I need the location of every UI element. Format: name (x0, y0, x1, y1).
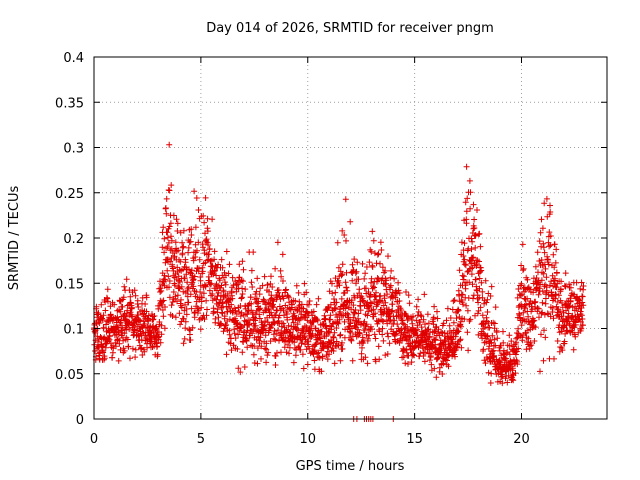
x-axis-label: GPS time / hours (296, 459, 405, 474)
y-tick-label: 0.35 (55, 96, 84, 111)
y-axis-label: SRMTID / TECUs (7, 186, 22, 291)
y-tick-label: 0.25 (55, 187, 84, 202)
y-tick-label: 0.05 (55, 368, 84, 383)
data-points (91, 141, 587, 422)
y-tick-label: 0.4 (63, 51, 84, 66)
x-tick-labels: 0 5 10 15 20 (90, 432, 530, 447)
y-tick-labels: 0 0.05 0.1 0.15 0.2 0.25 0.3 0.35 0.4 (55, 51, 84, 428)
x-tick-label: 5 (197, 432, 205, 447)
x-tick-label: 20 (513, 432, 530, 447)
y-tick-label: 0.15 (55, 277, 84, 292)
y-tick-label: 0.3 (63, 142, 84, 157)
y-tick-label: 0 (76, 413, 84, 428)
x-tick-label: 15 (406, 432, 423, 447)
y-tick-label: 0.1 (63, 323, 84, 338)
scatter-series-srmtid (91, 141, 587, 422)
y-tick-label: 0.2 (63, 232, 84, 247)
x-tick-label: 10 (299, 432, 316, 447)
x-tick-label: 0 (90, 432, 98, 447)
axis-ticks (93, 56, 607, 420)
chart-title: Day 014 of 2026, SRMTID for receiver png… (206, 21, 494, 36)
